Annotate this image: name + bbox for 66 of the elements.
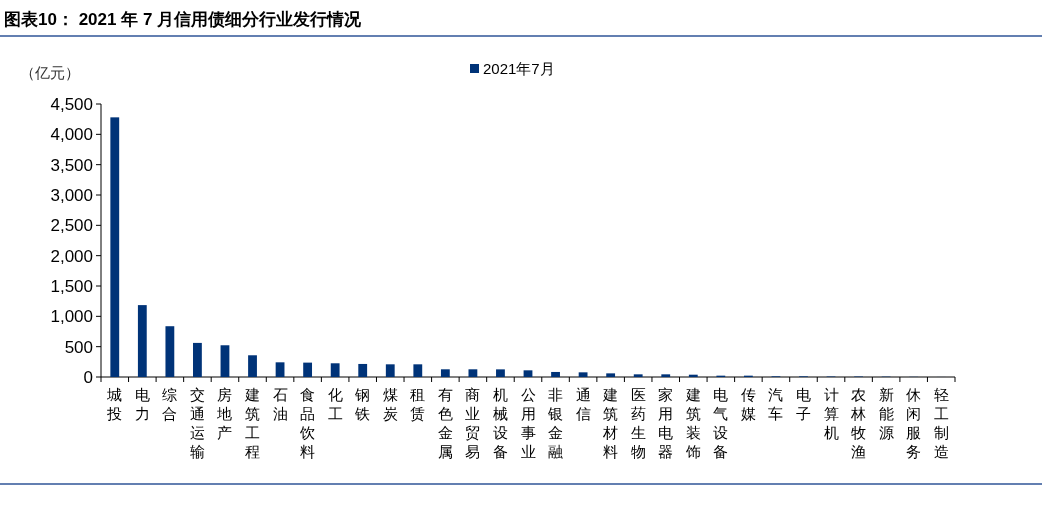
- x-tick-label: 通信: [575, 386, 591, 423]
- x-tick-label: 汽车: [768, 386, 784, 423]
- x-tick-label: 公用事业: [520, 386, 536, 461]
- x-tick-label: 交通运输: [189, 386, 205, 461]
- bar: [496, 369, 505, 377]
- bar: [165, 326, 175, 377]
- y-tick-label: 2,500: [50, 216, 93, 236]
- legend-label: 2021年7月: [483, 60, 555, 77]
- x-tick-label: 有色金属: [437, 386, 453, 461]
- bar: [248, 355, 257, 377]
- bar: [385, 364, 395, 377]
- y-tick-label: 3,500: [50, 155, 93, 175]
- x-tick-label: 建筑材料: [602, 386, 619, 461]
- bar: [137, 305, 147, 377]
- bar: [193, 342, 202, 377]
- bar: [468, 369, 478, 377]
- x-tick-label: 房地产: [216, 386, 233, 442]
- y-tick-label: 3,000: [50, 186, 93, 205]
- y-tick-label: 0: [83, 368, 93, 387]
- bar: [606, 373, 616, 377]
- x-tick-label: 计算机: [823, 386, 839, 442]
- bar: [551, 371, 560, 377]
- x-tick-label: 综合: [162, 386, 178, 423]
- y-tick-label: 500: [64, 337, 93, 357]
- y-tick-label: 4,000: [50, 125, 93, 145]
- x-tick-label: 石油: [272, 386, 288, 423]
- x-tick-label: 租赁: [410, 386, 426, 423]
- x-tick-label: 电子: [795, 386, 811, 423]
- x-tick-label: 机械设备: [492, 386, 508, 461]
- y-tick-label: 4,500: [50, 95, 93, 114]
- x-tick-label: 医药生物: [630, 386, 646, 461]
- bar: [220, 345, 230, 377]
- bar: [110, 117, 120, 377]
- y-axis-title: （亿元）: [20, 64, 80, 81]
- x-tick-label: 电力: [134, 386, 150, 423]
- x-tick-label: 城投: [106, 386, 123, 423]
- bar: [578, 372, 588, 377]
- y-tick-label: 1,000: [50, 307, 93, 327]
- bar: [303, 362, 313, 377]
- x-tick-label: 休闲服务: [906, 386, 922, 461]
- y-tick-label: 2,000: [50, 246, 93, 266]
- bar: [275, 362, 285, 377]
- x-tick-label: 新能源: [878, 386, 894, 442]
- x-tick-label: 电气设备: [713, 386, 729, 461]
- x-tick-label: 食品饮料: [299, 386, 316, 461]
- chart-title: 图表10： 2021 年 7 月信用债细分行业发行情况: [4, 10, 363, 29]
- bar: [633, 374, 643, 377]
- bar: [688, 374, 698, 377]
- x-tick-label: 建筑工程: [244, 386, 261, 461]
- x-tick-label: 煤炭: [382, 386, 398, 423]
- x-tick-label: 轻工制造: [933, 386, 949, 461]
- bar: [358, 363, 368, 377]
- bar: [330, 363, 340, 377]
- x-tick-label: 传媒: [740, 386, 756, 423]
- x-tick-label: 钢铁: [354, 386, 371, 423]
- bar: [661, 374, 671, 377]
- bar: [440, 369, 450, 377]
- x-tick-label: 化工: [327, 386, 343, 423]
- bar: [523, 370, 533, 377]
- x-tick-label: 建筑装饰: [684, 386, 701, 461]
- y-tick-label: 1,500: [50, 277, 93, 296]
- x-tick-label: 非银金融: [547, 386, 564, 461]
- bar: [413, 364, 423, 377]
- x-tick-label: 家用电器: [658, 386, 674, 461]
- x-tick-label: 商业贸易: [465, 386, 481, 461]
- x-tick-label: 农林牧渔: [850, 386, 867, 461]
